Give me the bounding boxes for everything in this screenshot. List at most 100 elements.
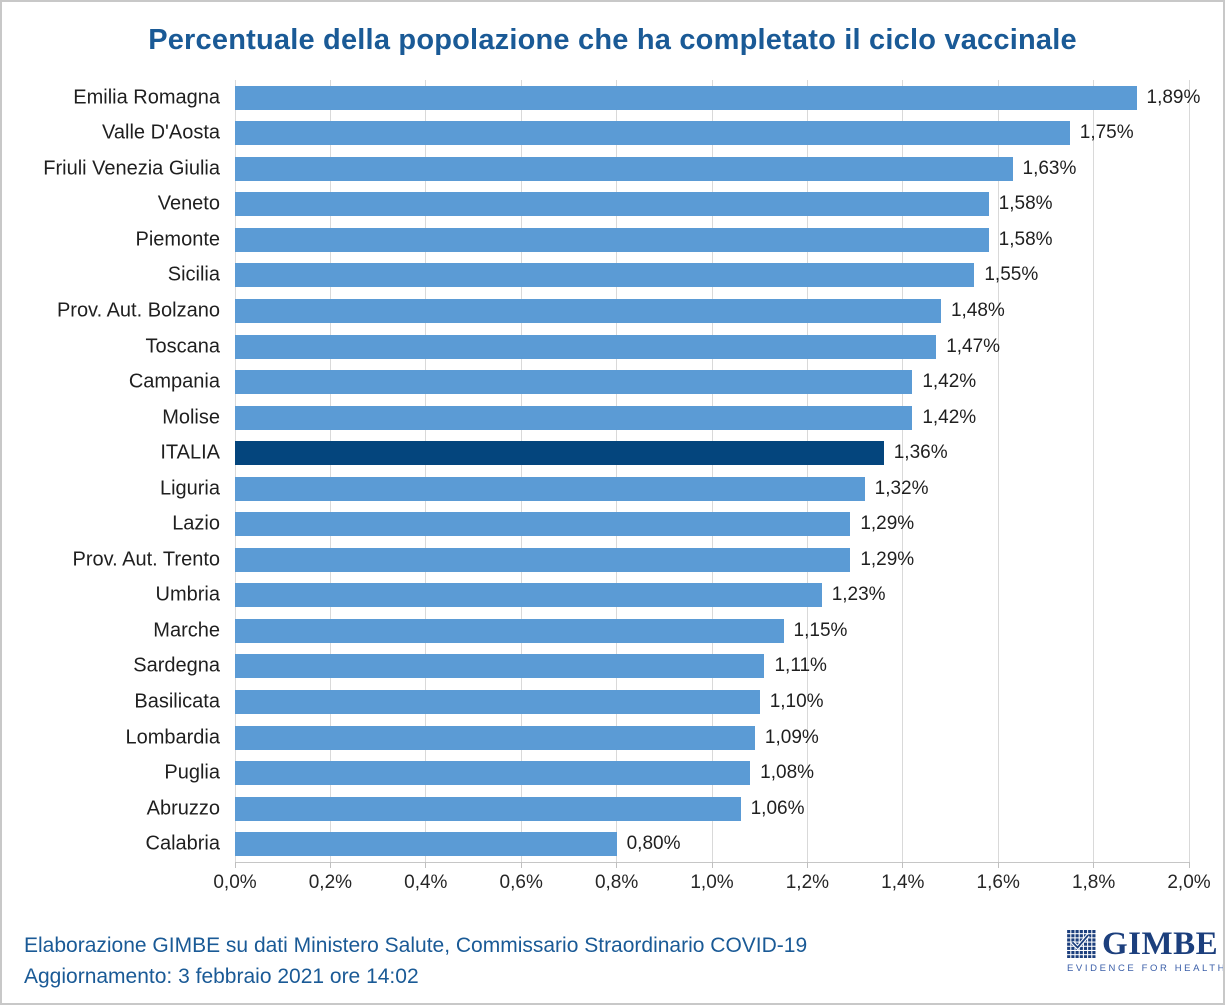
bar-highlight: [235, 441, 884, 466]
bar: [235, 654, 765, 679]
x-axis-tick-label: 1,2%: [785, 872, 830, 893]
x-axis-tick-label: 1,6%: [976, 872, 1020, 893]
region-label: Campania: [128, 370, 220, 393]
x-axis-tick-label: 1,4%: [881, 872, 925, 893]
value-label: 0,80%: [626, 833, 681, 855]
gridline: [997, 80, 999, 862]
bar-row: Marche 1,15%: [153, 613, 1189, 649]
region-label: Prov. Aut. Bolzano: [56, 299, 220, 322]
region-label: Basilicata: [134, 690, 220, 713]
bar: [235, 725, 755, 750]
gimbe-wordmark: GIMBE: [1102, 926, 1219, 962]
bar-row: Valle D'Aosta 1,75%: [102, 116, 1189, 152]
value-label: 1,11%: [774, 655, 827, 677]
value-label: 1,08%: [760, 762, 815, 784]
gridline: [425, 80, 427, 862]
x-axis-tick-label: 0,8%: [594, 872, 639, 893]
bar-row: Toscana 1,47%: [146, 329, 1189, 365]
region-label: Toscana: [145, 335, 221, 358]
region-label: Piemonte: [135, 228, 221, 251]
bar-row: Liguria 1,32%: [160, 471, 1189, 507]
bar-row: Sicilia 1,55%: [168, 258, 1189, 294]
source-note: Elaborazione GIMBE su dati Ministero Sal…: [24, 934, 808, 957]
bar: [235, 192, 989, 217]
gridline: [616, 80, 618, 862]
region-label: Veneto: [157, 192, 220, 215]
bar: [235, 299, 941, 324]
region-label: Calabria: [145, 832, 220, 855]
axis-tick: [902, 862, 904, 868]
x-axis-tick-label: 1,0%: [690, 872, 734, 893]
region-label: Liguria: [159, 477, 220, 500]
x-axis-tick-label: 0,2%: [308, 872, 353, 893]
bar: [235, 405, 913, 430]
bar-row: Emilia Romagna 1,89%: [73, 80, 1200, 116]
gimbe-tagline: EVIDENCE FOR HEALTH: [1067, 963, 1225, 974]
bar: [235, 370, 913, 395]
gimbe-logo: GIMBE EVIDENCE FOR HEALTH: [1067, 928, 1225, 975]
value-label: 1,55%: [984, 264, 1039, 286]
value-label: 1,47%: [946, 335, 1001, 357]
value-label: 1,15%: [793, 619, 848, 641]
x-axis-tick-label: 2,0%: [1167, 872, 1211, 893]
x-axis-tick-label: 0,6%: [499, 872, 543, 893]
axis-tick: [1188, 862, 1190, 868]
value-label: 1,48%: [950, 300, 1005, 322]
value-label: 1,29%: [860, 548, 915, 570]
bar: [235, 263, 975, 288]
value-label: 1,29%: [860, 513, 915, 535]
x-axis-tick-label: 0,0%: [213, 872, 257, 893]
axis-tick: [997, 862, 999, 868]
bar: [235, 618, 784, 643]
bar: [235, 334, 937, 359]
region-label: Friuli Venezia Giulia: [43, 157, 220, 180]
value-label: 1,42%: [922, 406, 977, 428]
gridline: [1188, 80, 1190, 862]
region-label: ITALIA: [160, 441, 220, 464]
bar-row: Lombardia 1,09%: [125, 720, 1189, 756]
region-label: Sardegna: [133, 654, 220, 677]
x-axis-tick-label: 1,8%: [1071, 872, 1116, 893]
value-label: 1,89%: [1146, 86, 1201, 108]
bar: [235, 690, 760, 715]
bar: [235, 583, 822, 608]
bar-row: ITALIA 1,36%: [160, 435, 1189, 471]
region-label: Prov. Aut. Trento: [72, 548, 220, 571]
gridline: [806, 80, 808, 862]
bar: [235, 512, 851, 537]
region-label: Marche: [153, 619, 220, 642]
bar: [235, 796, 741, 821]
bar-row: Veneto 1,58%: [158, 187, 1189, 223]
bar-row: Sardegna 1,11%: [133, 649, 1189, 685]
region-label: Emilia Romagna: [73, 86, 220, 109]
value-label: 1,63%: [1022, 157, 1077, 179]
bar: [235, 85, 1137, 110]
bar-row: Lazio 1,29%: [172, 507, 1189, 543]
bar: [235, 832, 617, 857]
bar-row: Piemonte 1,58%: [136, 222, 1189, 258]
bar-row: Calabria 0,80%: [146, 826, 1189, 862]
axis-tick: [425, 862, 427, 868]
bar-row: Molise 1,42%: [162, 400, 1189, 436]
value-label: 1,58%: [998, 193, 1053, 215]
gridline: [329, 80, 331, 862]
bar: [235, 156, 1013, 181]
value-label: 1,10%: [769, 691, 824, 713]
bar: [235, 121, 1070, 146]
axis-tick: [711, 862, 713, 868]
value-label: 1,75%: [1079, 122, 1134, 144]
gridline: [234, 80, 236, 862]
value-label: 1,09%: [764, 726, 819, 748]
bar-row: Prov. Aut. Bolzano 1,48%: [57, 293, 1189, 329]
bar-row: Abruzzo 1,06%: [147, 791, 1189, 827]
update-timestamp: Aggiornamento: 3 febbraio 2021 ore 14:02: [24, 965, 419, 988]
value-label: 1,32%: [874, 477, 929, 499]
bar-row: Prov. Aut. Trento 1,29%: [73, 542, 1189, 578]
region-label: Lazio: [172, 512, 220, 535]
axis-tick: [329, 862, 331, 868]
value-label: 1,58%: [998, 228, 1053, 250]
bar: [235, 476, 865, 501]
region-label: Umbria: [155, 583, 220, 606]
bar-row: Campania 1,42%: [129, 364, 1189, 400]
gimbe-mosaic-check-icon: [1067, 930, 1096, 958]
